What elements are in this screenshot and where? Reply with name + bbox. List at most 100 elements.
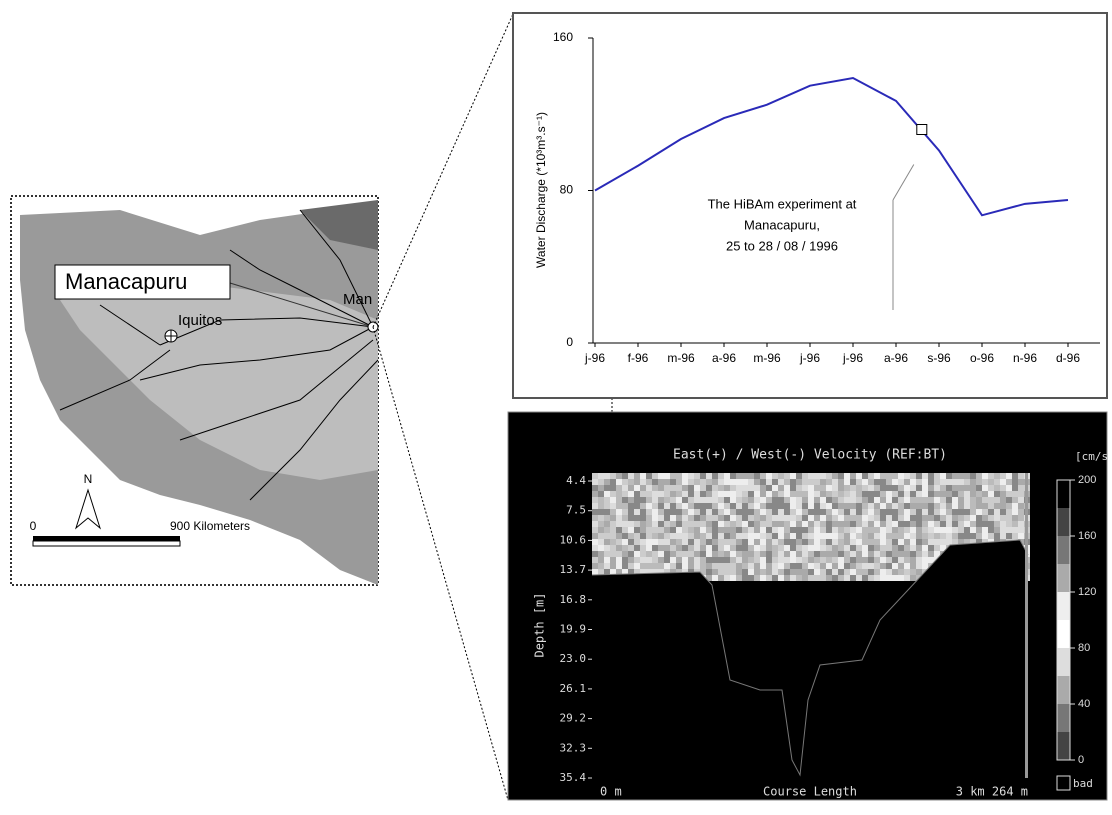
- velocity-cell: [970, 473, 976, 479]
- velocity-cell: [826, 563, 832, 569]
- velocity-cell: [628, 521, 634, 527]
- velocity-cell: [814, 509, 820, 515]
- velocity-cell: [856, 557, 862, 563]
- velocity-cell: [910, 551, 916, 557]
- velocity-cell: [778, 473, 784, 479]
- velocity-cell: [874, 557, 880, 563]
- velocity-cell: [712, 503, 718, 509]
- velocity-cell: [898, 521, 904, 527]
- velocity-cell: [784, 509, 790, 515]
- velocity-cell: [598, 485, 604, 491]
- velocity-cell: [664, 497, 670, 503]
- velocity-cell: [634, 527, 640, 533]
- velocity-cell: [772, 557, 778, 563]
- velocity-cell: [916, 515, 922, 521]
- velocity-cell: [754, 557, 760, 563]
- velocity-cell: [646, 545, 652, 551]
- velocity-cell: [886, 473, 892, 479]
- velocity-cell: [616, 545, 622, 551]
- velocity-cell: [664, 485, 670, 491]
- velocity-cell: [928, 491, 934, 497]
- velocity-cell: [610, 503, 616, 509]
- velocity-cell: [1000, 497, 1006, 503]
- velocity-cell: [610, 539, 616, 545]
- velocity-cell: [742, 479, 748, 485]
- velocity-cell: [688, 521, 694, 527]
- velocity-cell: [892, 509, 898, 515]
- velocity-cell: [808, 509, 814, 515]
- velocity-cell: [604, 473, 610, 479]
- velocity-cell: [952, 509, 958, 515]
- velocity-cell: [868, 551, 874, 557]
- velocity-cell: [922, 485, 928, 491]
- velocity-cell: [952, 503, 958, 509]
- section-title: East(+) / West(-) Velocity (REF:BT): [673, 448, 947, 463]
- velocity-cell: [742, 509, 748, 515]
- velocity-cell: [736, 485, 742, 491]
- velocity-cell: [748, 521, 754, 527]
- velocity-cell: [814, 515, 820, 521]
- velocity-cell: [778, 503, 784, 509]
- city-label: Iquitos: [178, 312, 222, 329]
- velocity-cell: [682, 551, 688, 557]
- velocity-cell: [850, 509, 856, 515]
- velocity-cell: [778, 509, 784, 515]
- y-axis-label: Water Discharge (*10³m³.s⁻¹): [534, 112, 548, 268]
- velocity-cell: [646, 509, 652, 515]
- velocity-cell: [838, 545, 844, 551]
- velocity-cell: [898, 479, 904, 485]
- velocity-cell: [700, 485, 706, 491]
- velocity-cell: [604, 557, 610, 563]
- velocity-cell: [730, 569, 736, 575]
- velocity-cell: [760, 545, 766, 551]
- velocity-cell: [772, 509, 778, 515]
- velocity-cell: [808, 551, 814, 557]
- velocity-cell: [616, 521, 622, 527]
- velocity-cell: [706, 575, 712, 581]
- velocity-cell: [706, 485, 712, 491]
- velocity-cell: [736, 533, 742, 539]
- series-line: [594, 76, 1069, 217]
- velocity-cell: [604, 551, 610, 557]
- x-label: Course Length: [763, 785, 857, 799]
- velocity-cell: [844, 497, 850, 503]
- velocity-cell: [982, 485, 988, 491]
- velocity-cell: [964, 485, 970, 491]
- velocity-cell: [760, 533, 766, 539]
- velocity-cell: [820, 539, 826, 545]
- velocity-cell: [664, 515, 670, 521]
- velocity-cell: [976, 479, 982, 485]
- velocity-cell: [880, 485, 886, 491]
- velocity-cell: [676, 545, 682, 551]
- y-tick-label: 13.7: [560, 563, 587, 576]
- velocity-cell: [832, 575, 838, 581]
- velocity-cell: [964, 473, 970, 479]
- velocity-cell: [718, 539, 724, 545]
- velocity-cell: [706, 563, 712, 569]
- velocity-cell: [952, 533, 958, 539]
- velocity-cell: [910, 527, 916, 533]
- velocity-cell: [664, 509, 670, 515]
- velocity-cell: [610, 497, 616, 503]
- velocity-cell: [694, 533, 700, 539]
- velocity-cell: [940, 473, 946, 479]
- velocity-cell: [904, 575, 910, 581]
- rivers: [59, 209, 379, 501]
- velocity-cell: [874, 515, 880, 521]
- velocity-cell: [742, 557, 748, 563]
- velocity-cell: [748, 539, 754, 545]
- velocity-cell: [988, 497, 994, 503]
- velocity-cell: [736, 545, 742, 551]
- velocity-cell: [832, 497, 838, 503]
- velocity-cell: [796, 497, 802, 503]
- velocity-cell: [718, 545, 724, 551]
- velocity-cell: [850, 503, 856, 509]
- velocity-cell: [706, 545, 712, 551]
- velocity-cell: [736, 509, 742, 515]
- velocity-cell: [784, 497, 790, 503]
- velocity-cell: [646, 485, 652, 491]
- velocity-cell: [592, 479, 598, 485]
- velocity-cell: [874, 503, 880, 509]
- velocity-cell: [664, 545, 670, 551]
- velocity-cell: [856, 563, 862, 569]
